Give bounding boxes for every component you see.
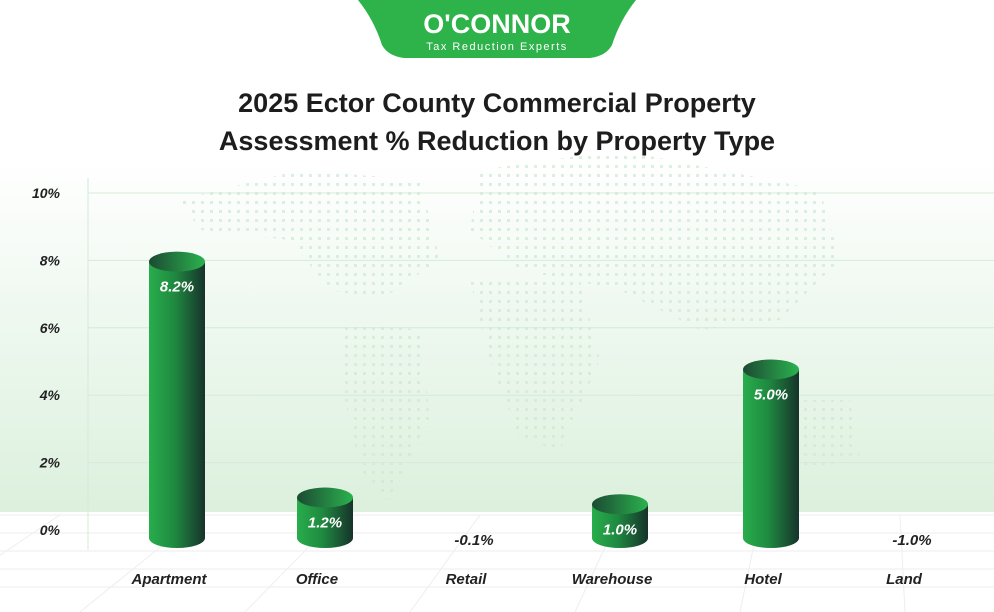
- bar-hotel: 5.0%: [743, 359, 799, 548]
- chart-title-line2: Assessment % Reduction by Property Type: [218, 126, 776, 156]
- bar-land: -1.0%: [892, 532, 931, 549]
- logo-brand: O'CONNOR: [423, 9, 570, 39]
- bar-office: 1.2%: [297, 487, 353, 548]
- data-label: 5.0%: [754, 387, 788, 404]
- y-tick-label: 2%: [39, 455, 61, 471]
- data-label: -0.1%: [454, 532, 493, 549]
- bar-cap: [592, 494, 648, 515]
- chart-title-line1: 2025 Ector County Commercial Property: [238, 88, 756, 118]
- data-label: 8.2%: [160, 279, 194, 296]
- data-label: -1.0%: [892, 532, 931, 549]
- floor-grid: [0, 514, 994, 612]
- world-map-dots: [180, 150, 860, 500]
- bar-base: [592, 528, 648, 548]
- logo-tagline: Tax Reduction Experts: [426, 41, 568, 53]
- x-tick-label: Apartment: [130, 571, 207, 588]
- bar-base: [149, 528, 205, 548]
- y-tick-label: 6%: [40, 320, 61, 336]
- bar-base: [297, 528, 353, 548]
- bar-warehouse: 1.0%: [592, 494, 648, 548]
- bar-body: [149, 261, 205, 538]
- x-tick-label: Hotel: [744, 571, 782, 588]
- bar-base: [743, 528, 799, 548]
- bar-retail: -0.1%: [454, 532, 493, 549]
- data-label: 1.2%: [308, 515, 342, 532]
- logo-banner: [358, 0, 636, 58]
- logo: O'CONNOR Tax Reduction Experts: [358, 0, 636, 58]
- y-tick-label: 10%: [32, 185, 61, 201]
- floor-line: [899, 514, 906, 612]
- chart-title: 2025 Ector County Commercial Property As…: [0, 84, 994, 160]
- x-tick-label: Land: [886, 571, 923, 588]
- y-tick-label: 8%: [40, 252, 61, 268]
- x-tick-label: Office: [296, 571, 338, 588]
- x-tick-label: Retail: [446, 571, 488, 588]
- bar-cap: [743, 359, 799, 380]
- bar-apartment: 8.2%: [149, 251, 205, 548]
- y-tick-label: 0%: [40, 522, 61, 538]
- bar-cap: [297, 487, 353, 508]
- data-label: 1.0%: [603, 521, 637, 538]
- floor-line: [0, 514, 61, 556]
- x-tick-label: Warehouse: [572, 571, 653, 588]
- bar-body: [743, 369, 799, 538]
- bar-cap: [149, 251, 205, 272]
- y-tick-label: 4%: [39, 387, 61, 403]
- floor-line: [409, 514, 481, 612]
